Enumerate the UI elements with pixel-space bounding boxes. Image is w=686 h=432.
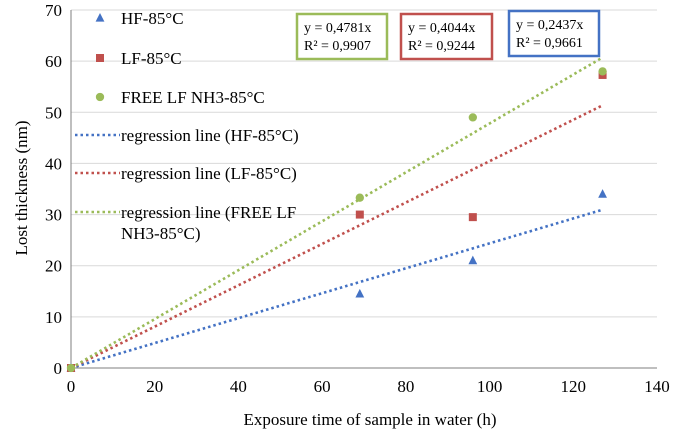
legend-label: regression line (FREE LF [121, 203, 296, 222]
y-tick-label: 10 [45, 308, 62, 327]
equation-box [399, 12, 494, 61]
data-point [468, 255, 478, 265]
y-tick-label: 40 [45, 154, 62, 173]
y-tick-label: 60 [45, 52, 62, 71]
data-point [355, 210, 364, 219]
equation-text: y = 0,2437x [516, 18, 583, 33]
x-tick-label: 20 [146, 377, 163, 396]
data-point [66, 363, 76, 373]
x-tick-label: 40 [230, 377, 247, 396]
y-tick-label: 30 [45, 206, 62, 225]
r-squared-text: R² = 0,9661 [516, 36, 583, 51]
equation-boxes: y = 0,4781x R² = 0,9907 y = 0,4044x R² = 0,… [295, 9, 601, 61]
y-tick-label: 70 [45, 1, 62, 20]
legend-label: FREE LF NH3-85°C [121, 88, 265, 107]
y-axis-title: Lost thickness (nm) [12, 120, 31, 255]
data-point [468, 113, 477, 122]
data-point [468, 213, 477, 222]
legend-label: regression line (HF-85°C) [121, 126, 299, 145]
data-point [598, 189, 607, 198]
axes [70, 10, 657, 369]
legend: HF-85°C LF-85°C FREE LF NH3-85°C regression… [75, 9, 299, 243]
data-point [598, 67, 607, 76]
x-tick-label: 0 [67, 377, 76, 396]
equation-box [295, 12, 389, 61]
x-tick-label: 140 [644, 377, 670, 396]
y-tick-labels: 0 10 20 30 40 50 60 70 [45, 1, 62, 378]
data-point [95, 13, 105, 22]
regression-line [70, 208, 603, 370]
data-point [96, 54, 104, 62]
legend-label: HF-85°C [121, 9, 184, 28]
x-tick-label: 100 [477, 377, 503, 396]
equation-text: y = 0,4044x [408, 21, 475, 36]
data-point [355, 193, 364, 202]
equation-box [507, 9, 601, 58]
r-squared-text: R² = 0,9907 [304, 39, 371, 54]
y-tick-label: 0 [54, 359, 63, 378]
x-tick-label: 80 [397, 377, 414, 396]
y-tick-label: 20 [45, 257, 62, 276]
y-tick-label: 50 [45, 103, 62, 122]
equation-text: y = 0,4781x [304, 21, 371, 36]
x-tick-label: 60 [314, 377, 331, 396]
regression-line [70, 56, 604, 370]
data-point [355, 288, 365, 298]
x-tick-label: 120 [561, 377, 587, 396]
legend-label: regression line (LF-85°C) [121, 164, 297, 183]
legend-label: NH3-85°C) [121, 224, 201, 243]
gridlines [71, 9, 657, 318]
data-point [95, 92, 105, 102]
regression-lines [70, 56, 604, 370]
data-points [66, 67, 607, 373]
x-tick-labels: 0 20 40 60 80 100 120 140 [67, 377, 670, 396]
x-axis-title: Exposure time of sample in water (h) [243, 410, 496, 429]
legend-label: LF-85°C [121, 49, 182, 68]
r-squared-text: R² = 0,9244 [408, 39, 475, 54]
